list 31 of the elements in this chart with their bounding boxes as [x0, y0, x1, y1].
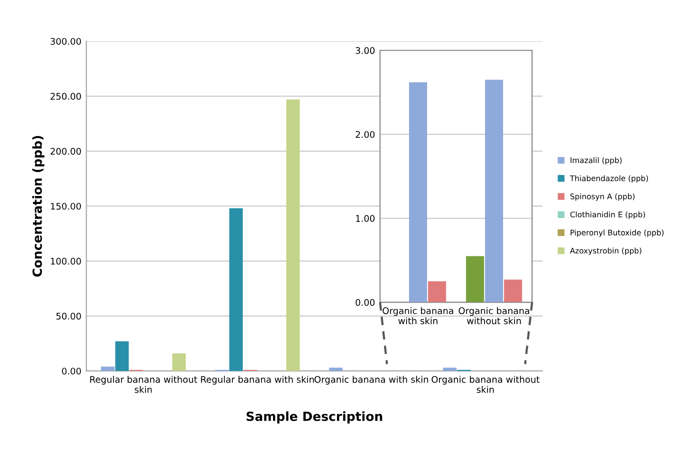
bar — [115, 341, 129, 371]
y-tick-label: 0.00 — [356, 299, 375, 306]
bar — [443, 368, 457, 371]
bar — [329, 368, 343, 371]
bar — [409, 82, 428, 302]
bar — [485, 80, 504, 302]
y-tick-label: 200.00 — [50, 148, 81, 155]
bar — [428, 281, 446, 302]
y-tick-label: 0.00 — [62, 368, 81, 375]
x-tick-label: Regular banana with skin — [201, 376, 314, 385]
x-tick-label: Organic banana without skin — [432, 376, 540, 393]
y-tick-label: 3.00 — [356, 47, 375, 54]
y-tick-label: 50.00 — [56, 312, 81, 320]
bar — [466, 256, 484, 302]
y-tick-label: 100.00 — [50, 258, 81, 265]
x-tick-label: Organic banana without skin — [458, 307, 530, 324]
y-tick-label: 300.00 — [50, 38, 81, 45]
bar — [504, 280, 522, 302]
x-tick-label: Organic banana with skin — [314, 376, 428, 385]
bar — [100, 366, 115, 371]
y-tick-label: 1.00 — [356, 215, 375, 222]
y-tick-label: 150.00 — [50, 202, 81, 210]
y-axis-title: Concentration (ppb) — [32, 136, 44, 277]
bar — [229, 208, 243, 371]
x-axis-title: Sample Description — [246, 411, 382, 424]
y-tick-label: 2.00 — [356, 131, 375, 138]
bar — [286, 99, 300, 371]
x-tick-label: Regular banana without skin — [90, 376, 198, 393]
bar — [172, 353, 186, 371]
x-tick-label: Organic banana with skin — [382, 307, 454, 324]
y-tick-label: 250.00 — [50, 92, 81, 100]
